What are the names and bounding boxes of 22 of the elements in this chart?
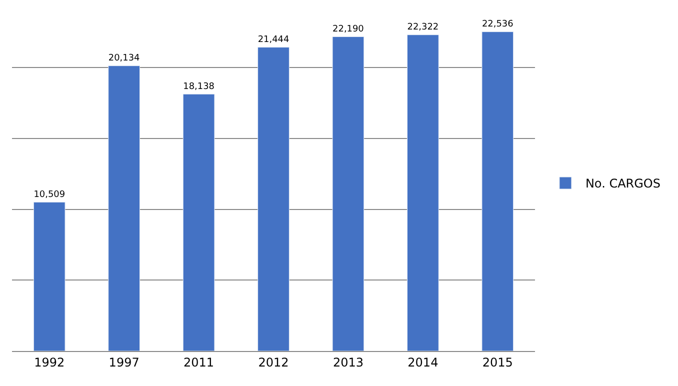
x-tick-label: 2011 <box>184 355 214 370</box>
x-tick-label: 1992 <box>34 355 65 370</box>
data-label: 22,322 <box>407 22 439 33</box>
x-tick-label: 1997 <box>108 355 140 370</box>
x-tick-label: 2015 <box>482 355 513 370</box>
bar <box>332 36 364 351</box>
legend-label: No. CARGOS <box>585 176 660 191</box>
bar <box>482 32 514 351</box>
data-label: 10,509 <box>34 190 66 200</box>
x-tick-label: 2012 <box>258 355 289 370</box>
data-label: 18,138 <box>183 82 215 92</box>
x-tick-label: 2013 <box>332 355 364 370</box>
bar <box>33 202 66 351</box>
data-label: 20,134 <box>108 54 140 64</box>
bar <box>182 94 215 351</box>
bar <box>258 47 290 351</box>
bar <box>108 66 140 351</box>
bar <box>406 34 439 351</box>
data-label: 22,536 <box>482 20 514 30</box>
x-tick-label: 2014 <box>408 355 438 370</box>
data-label: 22,190 <box>332 24 364 34</box>
data-label: 21,444 <box>258 35 290 46</box>
